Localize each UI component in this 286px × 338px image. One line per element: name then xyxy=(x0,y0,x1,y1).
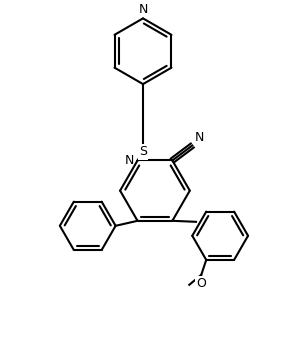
Text: N: N xyxy=(138,3,148,16)
Text: O: O xyxy=(196,277,206,290)
Text: S: S xyxy=(139,145,147,158)
Text: N: N xyxy=(194,130,204,144)
Text: N: N xyxy=(125,154,134,167)
